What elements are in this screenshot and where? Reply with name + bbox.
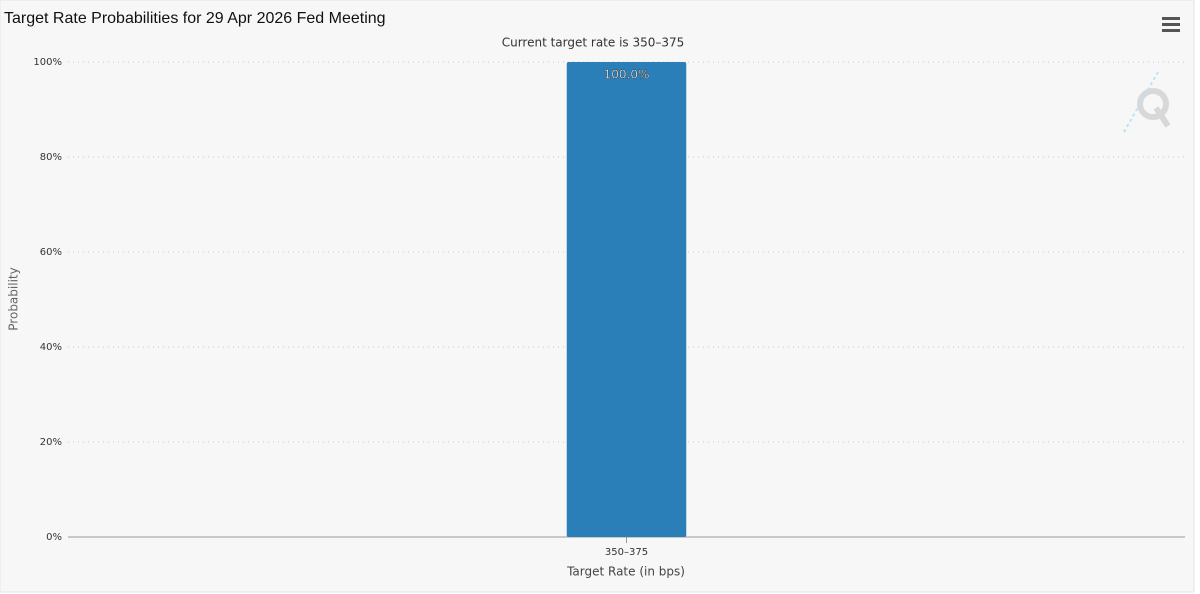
bar [566, 62, 687, 537]
y-tick-label: 0% [46, 532, 62, 543]
menu-button[interactable] [1162, 17, 1180, 32]
data-label: 100.0% [604, 68, 650, 82]
y-axis-label: Probability [7, 267, 21, 330]
y-tick-label: 100% [33, 57, 62, 68]
y-tick-label: 40% [40, 342, 62, 353]
logo-tail [1153, 106, 1171, 128]
chart-subtitle: Current target rate is 350–375 [502, 36, 685, 50]
menu-bar [1162, 23, 1180, 26]
x-axis-label: Target Rate (in bps) [566, 565, 685, 579]
menu-bar [1162, 29, 1180, 32]
y-tick-label: 60% [40, 247, 62, 258]
y-tick-label: 80% [40, 152, 62, 163]
menu-bar [1162, 17, 1180, 20]
x-tick-label: 350–375 [605, 547, 648, 558]
logo [1123, 71, 1171, 133]
chart-title: Target Rate Probabilities for 29 Apr 202… [4, 10, 386, 27]
y-tick-label: 20% [40, 437, 62, 448]
